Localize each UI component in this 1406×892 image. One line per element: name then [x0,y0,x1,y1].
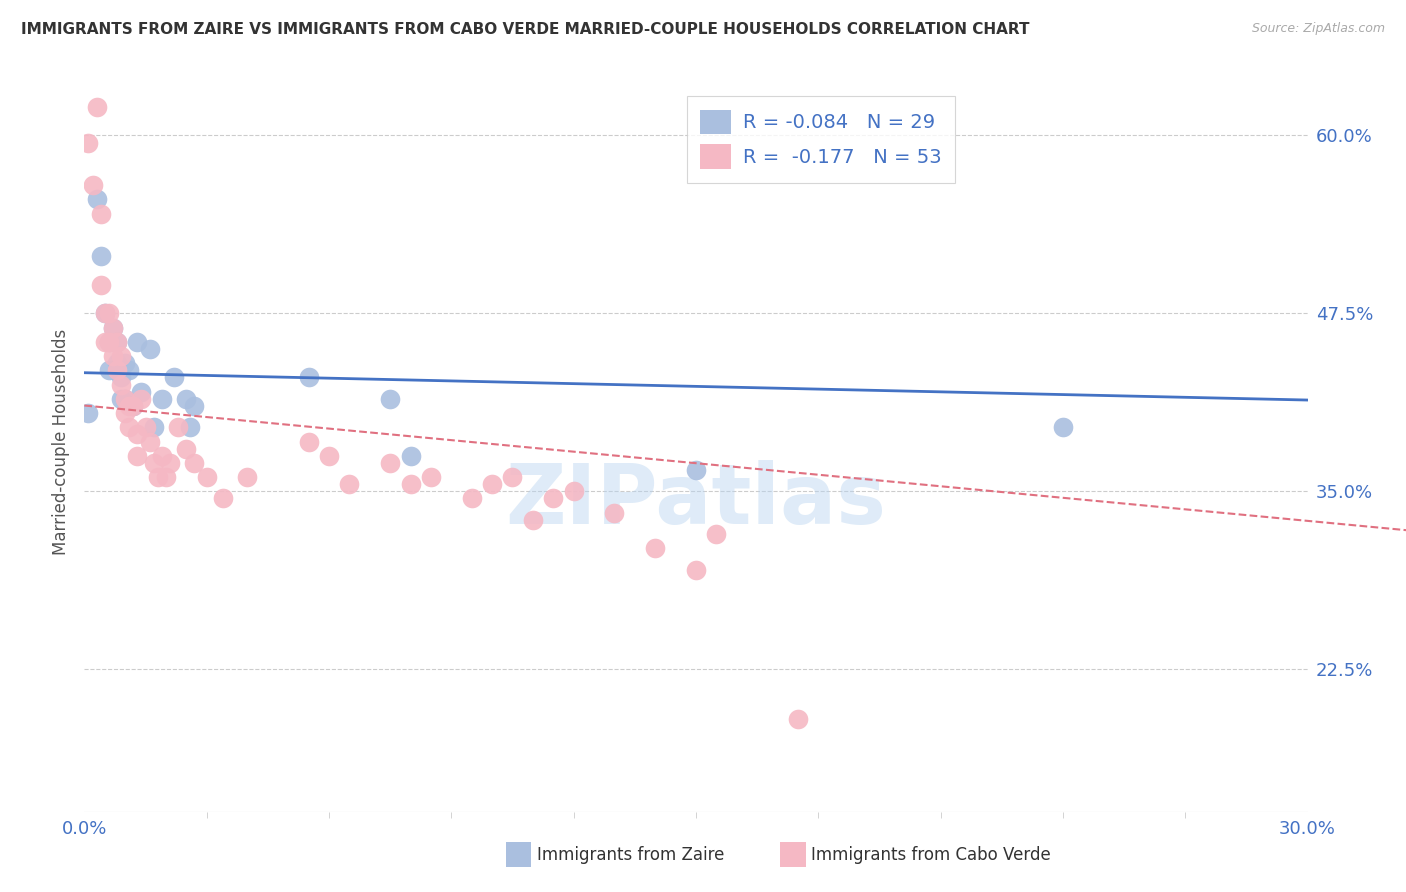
Y-axis label: Married-couple Households: Married-couple Households [52,328,70,555]
Point [105,334,128,349]
Point [159,456,181,470]
Point [502,470,524,484]
Point [685,563,707,577]
Point [110,349,132,363]
Legend: R = -0.084   N = 29, R =  -0.177   N = 53: R = -0.084 N = 29, R = -0.177 N = 53 [686,95,955,183]
Point [122,399,145,413]
Point [138,434,160,449]
Point [142,456,165,470]
Point [339,477,361,491]
Point [90,250,112,264]
Text: Immigrants from Cabo Verde: Immigrants from Cabo Verde [811,846,1052,863]
Point [105,334,128,349]
Point [97,306,120,320]
Text: Immigrants from Zaire: Immigrants from Zaire [537,846,724,863]
Point [127,334,149,349]
Point [114,406,136,420]
Point [399,449,422,463]
Point [105,363,128,377]
Point [543,491,565,506]
Text: ZIPatlas: ZIPatlas [506,460,886,541]
Text: IMMIGRANTS FROM ZAIRE VS IMMIGRANTS FROM CABO VERDE MARRIED-COUPLE HOUSEHOLDS CO: IMMIGRANTS FROM ZAIRE VS IMMIGRANTS FROM… [21,22,1029,37]
Point [114,392,136,406]
Point [77,136,100,150]
Point [183,456,205,470]
Point [86,193,108,207]
Point [138,342,160,356]
Point [142,420,165,434]
Point [118,420,141,434]
Point [461,491,484,506]
Point [131,384,153,399]
Point [122,399,145,413]
Point [150,449,173,463]
Point [150,392,173,406]
Point [127,449,149,463]
Text: Source: ZipAtlas.com: Source: ZipAtlas.com [1251,22,1385,36]
Point [114,392,136,406]
Point [298,434,321,449]
Point [1052,420,1074,434]
Point [522,513,544,527]
Point [183,399,205,413]
Point [90,277,112,292]
Point [236,470,259,484]
Point [101,320,124,334]
Point [97,334,120,349]
Point [399,477,422,491]
Point [195,470,218,484]
Point [174,442,197,456]
Point [212,491,235,506]
Point [167,420,190,434]
Point [105,356,128,370]
Point [101,349,124,363]
Point [179,420,201,434]
Point [97,363,120,377]
Point [380,456,402,470]
Point [135,420,157,434]
Point [685,463,707,477]
Point [90,207,112,221]
Point [110,377,132,392]
Point [93,306,115,320]
Point [420,470,443,484]
Point [131,392,153,406]
Point [118,363,141,377]
Point [86,100,108,114]
Point [146,470,169,484]
Point [562,484,585,499]
Point [127,427,149,442]
Point [118,399,141,413]
Point [787,712,810,726]
Point [93,306,115,320]
Point [706,527,728,541]
Point [481,477,503,491]
Point [82,178,104,193]
Point [110,392,132,406]
Point [318,449,340,463]
Point [163,370,186,384]
Point [114,356,136,370]
Point [97,334,120,349]
Point [93,334,115,349]
Point [603,506,626,520]
Point [101,320,124,334]
Point [77,406,100,420]
Point [644,541,666,556]
Point [110,370,132,384]
Point [174,392,197,406]
Point [155,470,177,484]
Point [298,370,321,384]
Point [380,392,402,406]
